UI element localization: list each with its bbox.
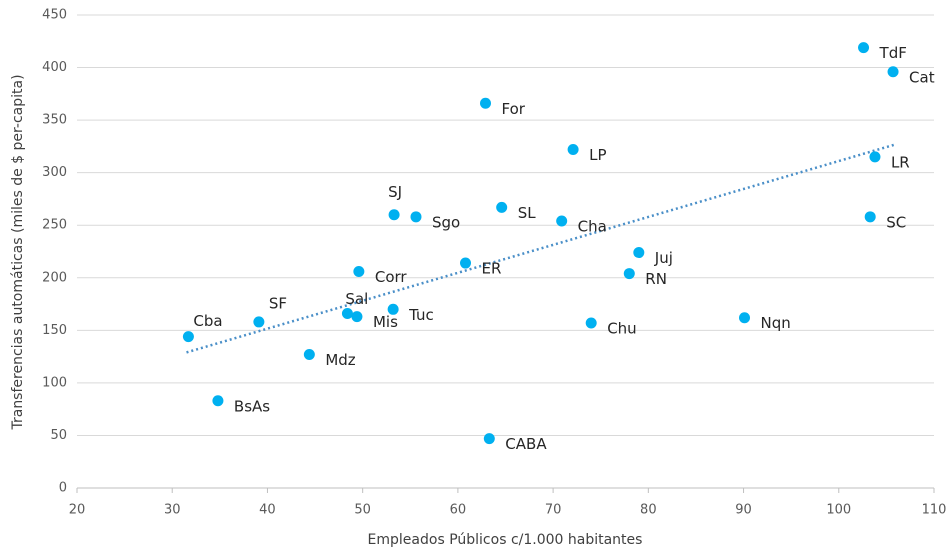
point-label: CABA [505,435,547,453]
point [633,247,645,259]
y-tick-label: 400 [42,60,67,75]
x-tick-label: 30 [164,503,181,518]
point [388,209,400,221]
point-label: SC [886,213,906,231]
x-tick-label: 70 [545,503,562,518]
point-label: Mis [373,313,398,331]
y-tick-label: 450 [42,8,67,23]
y-tick-label: 150 [42,323,67,338]
x-axis-title: Empleados Públicos c/1.000 habitantes [368,532,643,548]
point-label: Mdz [325,351,355,369]
point [212,395,224,407]
x-tick-label: 80 [640,503,657,518]
point-label: Cba [193,312,222,330]
point [483,433,495,445]
point-label: Juj [654,249,673,267]
y-tick-label: 50 [50,428,67,443]
point [351,311,363,323]
trendline [186,143,897,354]
y-tick-label: 100 [42,375,67,390]
point [410,211,422,223]
point [623,268,635,280]
point [556,215,568,227]
y-tick-label: 0 [59,481,67,496]
point-label: For [502,100,526,118]
point-label: SL [518,204,537,222]
point-label: Cha [578,218,607,236]
x-tick-label: 50 [354,503,371,518]
point [858,42,870,54]
y-tick-label: 200 [42,270,67,285]
y-tick-label: 250 [42,218,67,233]
y-axis-title: Transferencias automáticas (miles de $ p… [10,74,26,430]
y-tick-label: 300 [42,165,67,180]
point-label: BsAs [234,397,270,415]
x-tick-label: 90 [735,503,752,518]
point [480,97,492,109]
x-tick-label: 100 [826,503,851,518]
point-label: Nqn [761,314,791,332]
x-tick-label: 20 [69,503,86,518]
point-label: ER [482,260,502,278]
point-label: Sgo [432,213,460,231]
point [887,66,899,78]
point [341,308,353,320]
point [869,151,881,163]
point-label: LP [589,146,606,164]
point [585,317,597,329]
point [353,265,365,277]
point-label: Cat [909,68,935,86]
point [253,316,265,328]
point [460,257,472,269]
point [303,349,315,361]
point [864,211,876,223]
point-label: SF [269,294,287,312]
y-tick-label: 350 [42,113,67,128]
point-label: RN [645,270,667,288]
point [739,312,751,324]
point-label: TdF [879,44,907,62]
point [496,201,508,213]
point [387,303,399,315]
point-label: Sal [345,290,368,308]
point-label: Chu [607,319,637,337]
point-label: LR [891,153,910,171]
x-tick-label: 40 [259,503,276,518]
point [182,331,194,343]
x-tick-label: 110 [922,503,947,518]
point-label: SJ [388,183,402,201]
point-label: Tuc [408,306,434,324]
point [567,144,579,156]
point-label: Corr [375,268,408,286]
x-tick-label: 60 [450,503,467,518]
